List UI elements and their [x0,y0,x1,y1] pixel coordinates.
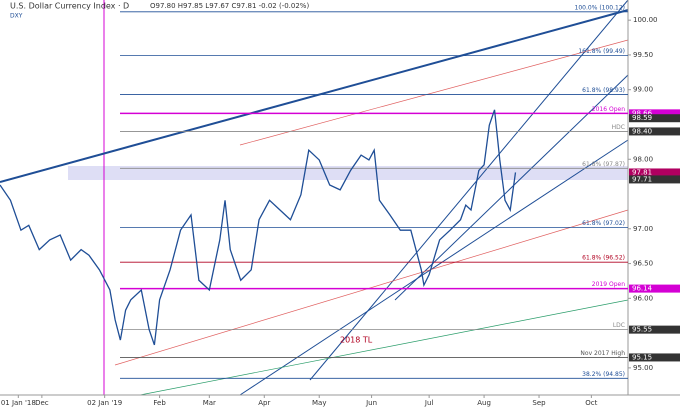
price-line [0,109,517,346]
y-tick-label: 98.00 [633,155,653,163]
price-tag-label: 98.66 [632,109,653,117]
price-tag [629,325,680,334]
level-label: LDC [613,322,625,329]
level-label: 61.8% (98.93) [582,87,625,94]
y-tick-label: 96.50 [633,260,653,268]
level-label: 61.8% (97.02) [582,220,625,227]
price-tag [629,127,680,136]
price-tag-label: 97.71 [632,175,652,183]
level-label: HDC [612,124,625,131]
level-label: 61.8% (97.87) [582,161,625,168]
trendline [0,9,629,183]
price-tag-label: 95.55 [632,326,652,334]
x-tick-label: Jul [424,399,434,407]
y-tick-label: 99.50 [633,51,653,59]
x-tick-label: Sep [532,399,546,407]
price-tag [629,109,680,118]
level-label: Nov 2017 High [580,350,625,357]
channel-line [239,139,629,396]
channel-line [309,0,629,381]
price-tag [629,175,680,184]
x-tick-label: May [312,399,326,407]
y-tick-label: 100.00 [633,16,658,24]
y-tick-label: 97.00 [633,225,653,233]
legend-entry: DXY [10,13,23,20]
x-tick-label: Apr [258,399,270,407]
y-tick-label: 99.00 [633,86,653,94]
price-tag-label: 95.15 [632,353,652,361]
chart-title: U.S. Dollar Currency Index · D [10,2,129,11]
x-tick-label: Dec [35,399,49,407]
green-trendline [139,299,629,396]
level-label: 2019 Open [592,281,625,288]
x-tick-label: Oct [585,399,597,407]
y-tick-label: 95.00 [633,364,653,372]
red-trendline [239,39,629,146]
price-tag-label: 97.81 [632,168,652,176]
level-label: 100.0% (100.12) [575,4,625,11]
x-tick-label: Jun [365,399,377,407]
zone [68,166,628,180]
price-tag [629,284,680,293]
x-tick-label: 01 Jan '18 [1,399,36,407]
price-tag [629,168,680,177]
annotation: 2018 TL [340,336,373,345]
ohlc: O97.80 H97.85 L97.67 C97.81 -0.02 (-0.02… [150,2,309,10]
price-tag-label: 96.14 [632,285,653,293]
price-tag-label: 98.59 [632,114,652,122]
x-tick-label: Aug [477,399,491,407]
level-label: 161.8% (99.49) [578,48,625,55]
level-label: 38.2% (94.85) [582,371,625,378]
x-tick-label: 02 Jan '19 [87,399,122,407]
trendline-2018 [114,209,629,366]
level-label: 61.8% (96.52) [582,255,625,262]
x-tick-label: Feb [153,399,166,407]
price-tag [629,353,680,362]
y-tick-label: 96.00 [633,294,653,302]
price-tag-label: 98.40 [632,127,652,135]
price-tag [629,114,680,123]
x-tick-label: Mar [203,399,216,407]
level-label: 2016 Open [592,106,625,113]
